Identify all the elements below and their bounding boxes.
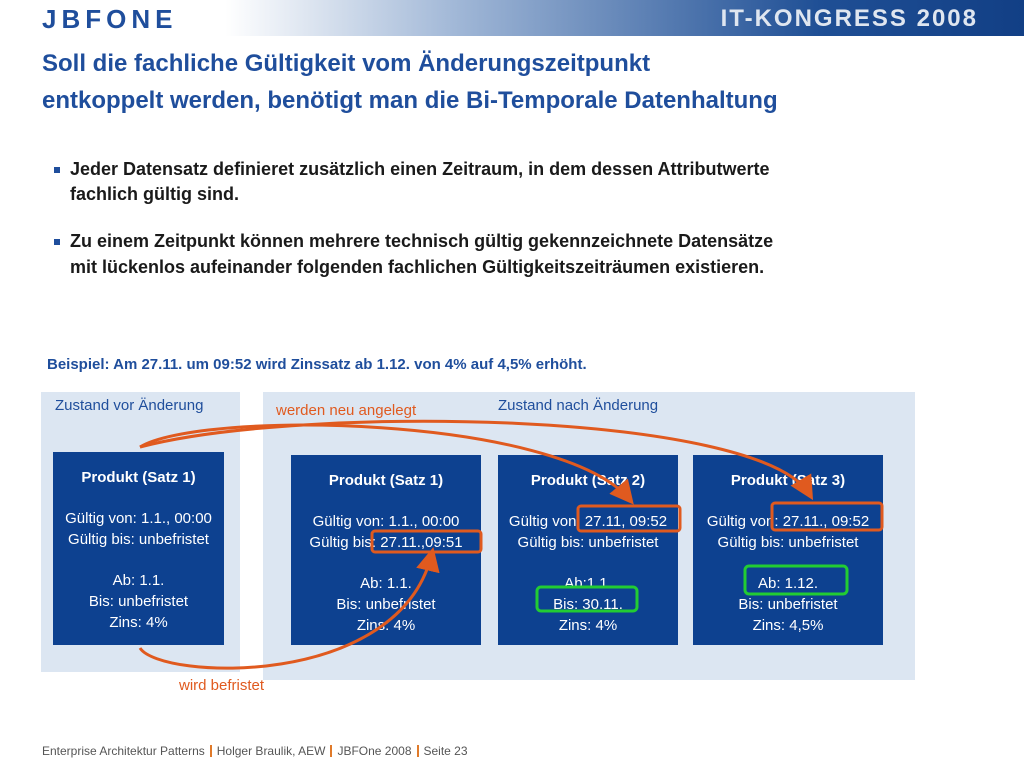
footer: Enterprise Architektur Patterns Holger Br… <box>42 744 468 758</box>
box-line: Gültig bis: 27.11.,09:51 <box>309 534 463 551</box>
box-line: Bis: 30.11. <box>553 596 623 613</box>
box-title: Produkt (Satz 1) <box>328 472 444 489</box>
box-line: Bis: unbefristet <box>88 593 189 610</box>
box-line: Gültig von: 27.11, 09:52 <box>508 513 668 530</box>
highlight <box>535 585 639 613</box>
annotation: wird befristet <box>179 677 265 694</box>
event-name: IT-KONGRESS 2008 <box>720 5 978 32</box>
box-line: Ab: 1.1. <box>112 572 165 589</box>
box-title: Produkt (Satz 1) <box>81 469 196 486</box>
logo: JBFONE <box>42 4 178 34</box>
highlight <box>770 501 884 532</box>
bullet-text: Jeder Datensatz definieret zusätzlich ei… <box>70 159 770 179</box>
box-line: Gültig bis: unbefristet <box>717 534 859 551</box>
annotation: werden neu angelegt <box>276 402 417 419</box>
panel-label: Zustand nach Änderung <box>498 397 659 414</box>
box-line: Bis: unbefristet <box>738 596 838 613</box>
box-line: Gültig bis: unbefristet <box>517 534 659 551</box>
example-text: Beispiel: Am 27.11. um 09:52 wird Zinssa… <box>47 356 587 373</box>
record-box: Produkt (Satz 2) Gültig von: 27.11, 09:5… <box>498 455 678 645</box>
box-line: Zins: 4,5% <box>752 617 824 634</box>
box-line: Gültig von: 1.1., 00:00 <box>312 513 460 530</box>
bullet-text: mit lückenlos aufeinander folgenden fach… <box>70 257 765 277</box>
title-line: entkoppelt werden, benötigt man die Bi-T… <box>42 87 778 114</box>
record-box: Produkt (Satz 1) Gültig von: 1.1., 00:00… <box>53 452 224 645</box>
arrow <box>139 419 814 501</box>
highlight <box>370 529 483 554</box>
box-line: Gültig von: 1.1., 00:00 <box>65 510 212 527</box>
bullet-text: fachlich gültig sind. <box>70 184 240 204</box>
footer-item: Holger Braulik, AEW <box>216 744 326 758</box>
highlight <box>743 564 849 596</box>
highlight <box>576 504 682 533</box>
box-line: Gültig bis: unbefristet <box>68 531 209 548</box>
footer-item: Enterprise Architektur Patterns <box>42 744 205 758</box>
box-line: Ab: 1.12. <box>757 575 819 592</box>
box-title: Produkt (Satz 3) <box>730 472 846 489</box>
footer-item: JBFOne 2008 <box>337 744 412 758</box>
footer-item: Seite 23 <box>423 744 468 758</box>
box-line: Gültig von: 27.11., 09:52 <box>706 513 870 530</box>
box-line: Ab: 1.1. <box>360 575 412 592</box>
title-line: Soll die fachliche Gültigkeit vom Änderu… <box>42 50 651 77</box>
panel-label: Zustand vor Änderung <box>55 397 204 414</box>
record-box: Produkt (Satz 3) Gültig von: 27.11., 09:… <box>693 455 883 645</box>
box-line: Zins: 4% <box>558 617 618 634</box>
record-box: Produkt (Satz 1) Gültig von: 1.1., 00:00… <box>291 455 481 645</box>
bullet-text: Zu einem Zeitpunkt können mehrere techni… <box>70 231 774 251</box>
arrow <box>138 547 440 670</box>
bullet-marker <box>54 167 60 173</box>
arrow <box>139 423 634 505</box>
bullet-marker <box>54 239 60 245</box>
box-line: Zins: 4% <box>109 614 168 631</box>
header-bar <box>0 0 1024 36</box>
box-line: Zins: 4% <box>356 617 416 634</box>
